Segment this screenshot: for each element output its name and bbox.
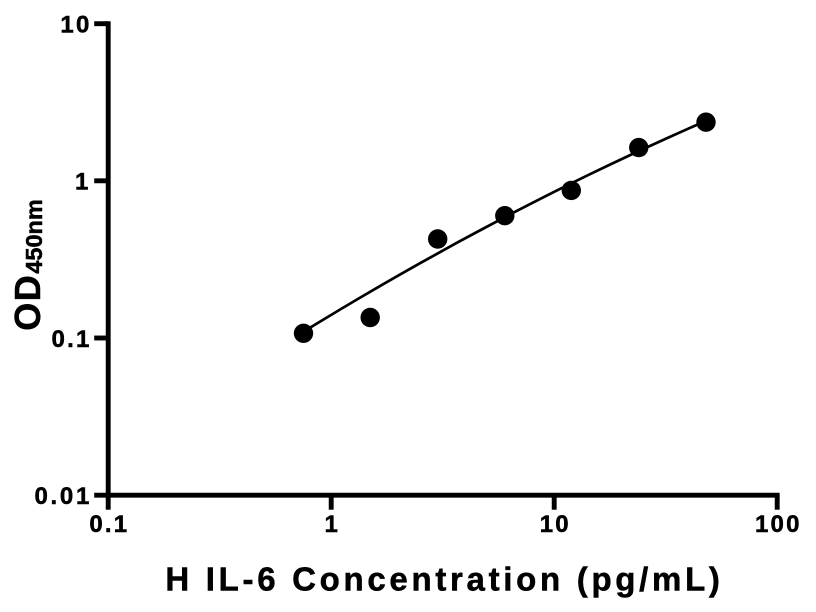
svg-text:100: 100 — [755, 511, 802, 538]
svg-text:1: 1 — [325, 511, 338, 538]
svg-text:0.1: 0.1 — [89, 511, 129, 538]
svg-text:0.1: 0.1 — [52, 326, 92, 353]
svg-text:10: 10 — [60, 11, 91, 38]
svg-text:1: 1 — [75, 169, 88, 196]
svg-text:0.01: 0.01 — [34, 483, 92, 510]
svg-text:H IL-6 Concentration (pg/mL): H IL-6 Concentration (pg/mL) — [165, 561, 723, 598]
svg-text:OD450nm: OD450nm — [7, 199, 48, 330]
svg-text:10: 10 — [540, 511, 571, 538]
